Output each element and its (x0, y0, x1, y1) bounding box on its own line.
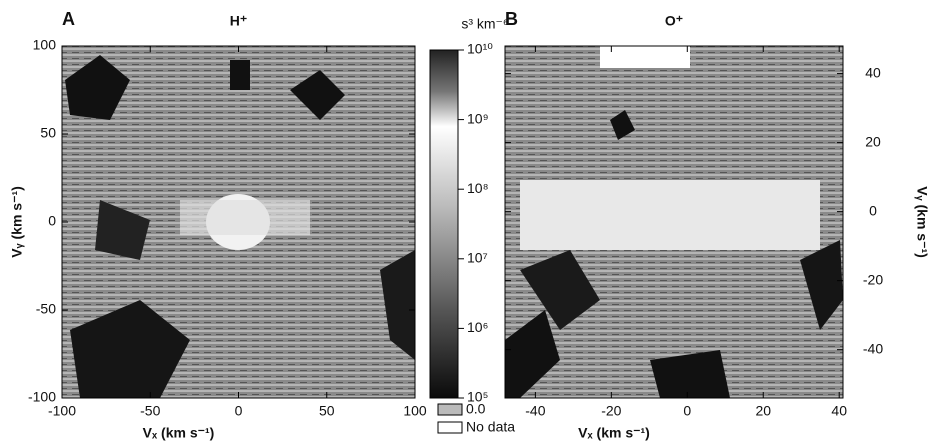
legend-swatch-zero (437, 403, 463, 416)
y-tick-label: -50 (36, 301, 56, 317)
x-axis-label: Vₓ (km s⁻¹) (143, 425, 215, 441)
y-tick-label: -40 (863, 340, 883, 356)
x-tick-label: -40 (525, 403, 545, 419)
panel-label: B (505, 9, 518, 29)
x-tick-label: -100 (48, 403, 76, 419)
y-tick-label: 50 (40, 125, 56, 141)
y-tick-label: 40 (865, 64, 881, 80)
image-a (62, 46, 415, 398)
panel-title: O⁺ (665, 13, 683, 29)
colorbar-tick-label: 10⁹ (467, 110, 489, 126)
panel-label: A (62, 9, 75, 29)
y-tick-label: 0 (48, 213, 56, 229)
y-tick-label: 100 (33, 37, 57, 53)
x-tick-label: 40 (831, 403, 847, 419)
x-tick-label: -20 (601, 403, 621, 419)
plot-frame (504, 45, 844, 399)
colorbar-tick-label: 10¹⁰ (467, 41, 493, 57)
x-tick-label: 0 (235, 403, 243, 419)
panel-title: H⁺ (230, 13, 248, 29)
legend-label: 0.0 (466, 401, 486, 417)
y-axis-label: Vᵧ (km s⁻¹) (914, 186, 930, 258)
colorbar (429, 49, 459, 399)
x-tick-label: 0 (683, 403, 691, 419)
x-tick-label: 100 (403, 403, 427, 419)
colorbar-title: s³ km⁻⁶ (461, 16, 508, 32)
y-tick-label: -100 (28, 389, 56, 405)
x-tick-label: 50 (319, 403, 335, 419)
legend-swatch-nodata (437, 421, 463, 434)
x-axis-label: Vₓ (km s⁻¹) (578, 425, 650, 441)
x-tick-label: 20 (755, 403, 771, 419)
legend-label: No data (466, 419, 515, 435)
y-tick-label: 0 (869, 202, 877, 218)
x-tick-label: -50 (140, 403, 160, 419)
colorbar-tick-label: 10⁷ (467, 250, 488, 266)
y-tick-label: 20 (865, 133, 881, 149)
colorbar-tick-label: 10⁶ (467, 319, 488, 335)
y-tick-label: -20 (863, 271, 883, 287)
image-b (505, 46, 843, 398)
colorbar-tick-label: 10⁵ (467, 389, 488, 405)
colorbar-tick-label: 10⁸ (467, 180, 489, 196)
y-axis-label: Vᵧ (km s⁻¹) (9, 186, 25, 258)
